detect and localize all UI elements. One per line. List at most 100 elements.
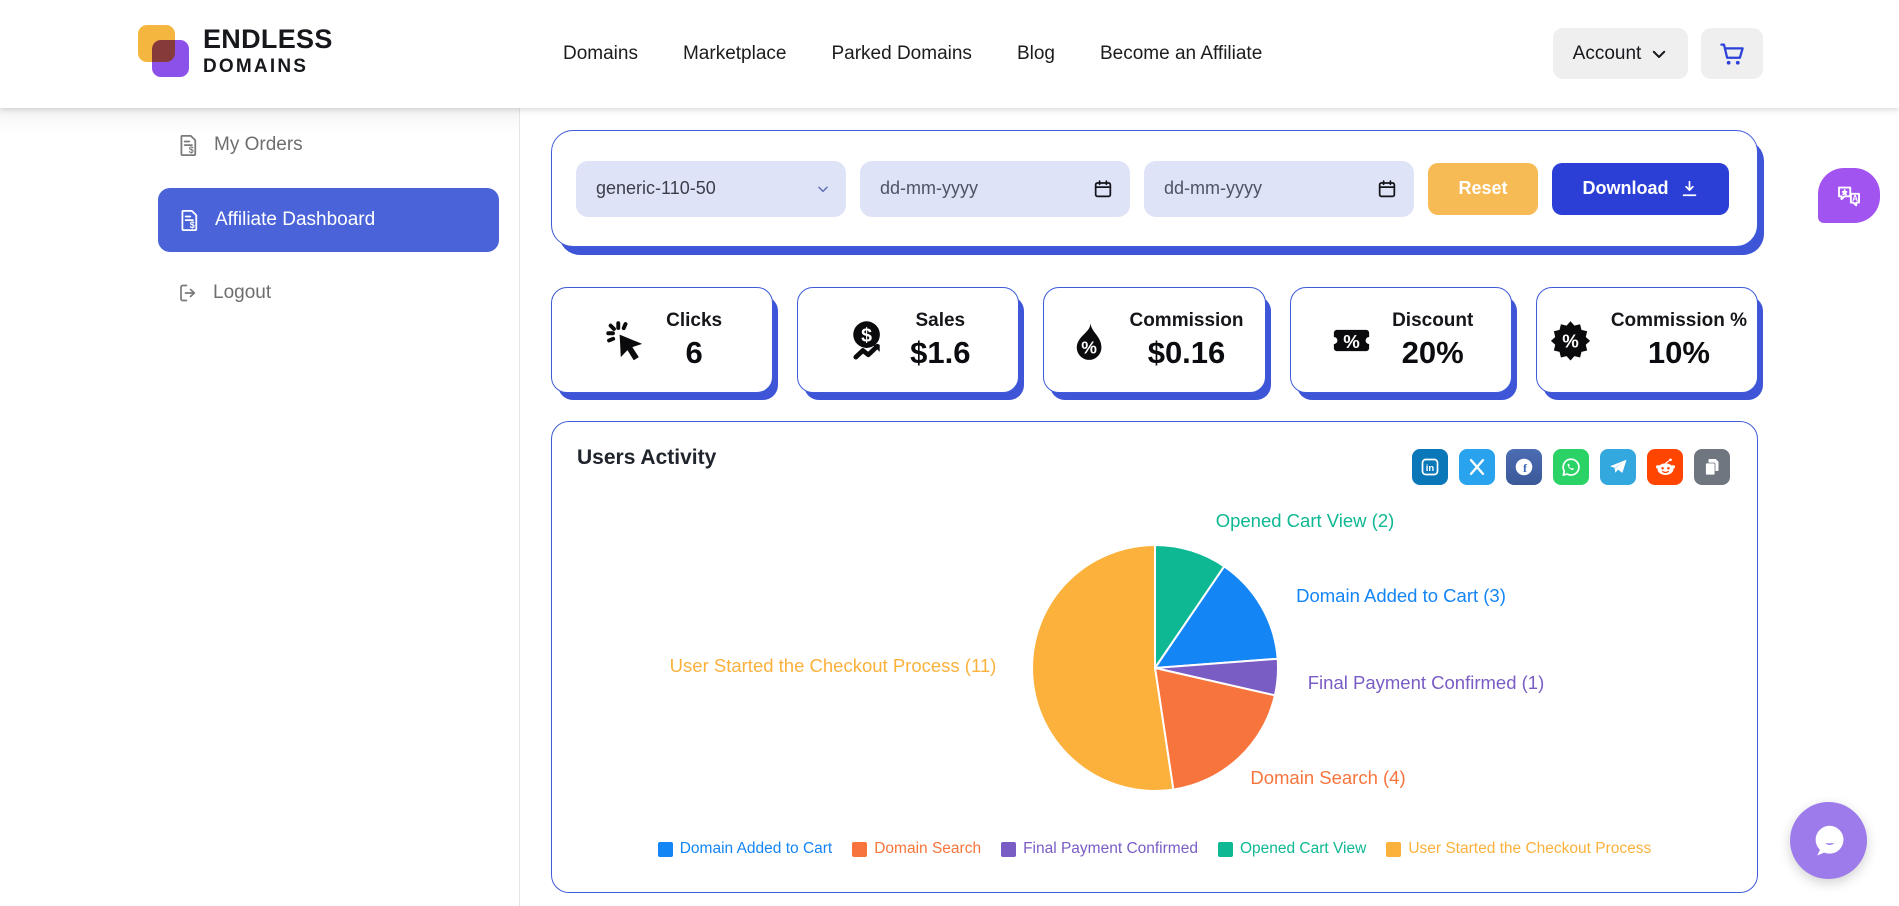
- pie-callout-label: Domain Added to Cart (3): [1296, 585, 1506, 606]
- legend-label: User Started the Checkout Process: [1408, 840, 1652, 857]
- facebook-icon: f: [1512, 455, 1536, 479]
- translate-icon: A: [1834, 181, 1864, 211]
- copy-icon: [1700, 455, 1724, 479]
- date-from-input[interactable]: [860, 160, 1130, 217]
- stats-row: Clicks 6 $ Sales $1.6 % Commission $0.: [551, 287, 1759, 393]
- logo-purple-square: [152, 40, 189, 77]
- calendar-icon[interactable]: [1092, 178, 1114, 205]
- nav-parked-domains[interactable]: Parked Domains: [831, 43, 972, 64]
- linkedin-icon: in: [1418, 455, 1442, 479]
- file-invoice-dollar-icon: $: [177, 208, 202, 233]
- stat-card-commission: % Commission $0.16: [1043, 287, 1266, 393]
- pie-slice-user-started-the-checkout-process[interactable]: [1031, 544, 1175, 792]
- ticket-percent-icon: %: [1328, 317, 1375, 364]
- date-to-input[interactable]: [1144, 160, 1414, 217]
- sidebar-item-affiliate-dashboard[interactable]: $ Affiliate Dashboard: [158, 188, 499, 252]
- sidebar-item-logout[interactable]: Logout: [176, 278, 271, 308]
- legend-swatch: [852, 841, 868, 857]
- nav-become-an-affiliate[interactable]: Become an Affiliate: [1099, 43, 1263, 64]
- stat-label: Commission: [1129, 309, 1244, 331]
- pie-slice-domain-added-to-cart[interactable]: [1154, 565, 1279, 669]
- facebook-share-button[interactable]: f: [1506, 449, 1542, 485]
- nav-domains[interactable]: Domains: [563, 43, 638, 64]
- coin-trend-icon: $: [846, 317, 893, 364]
- translate-button[interactable]: A: [1818, 168, 1880, 223]
- svg-text:%: %: [1343, 330, 1360, 351]
- pie-callout-label: Opened Cart View (2): [1215, 510, 1395, 531]
- chevron-down-icon: [816, 182, 830, 196]
- cart-button[interactable]: [1701, 28, 1763, 79]
- brand-line1: ENDLESS: [203, 24, 333, 54]
- legend-swatch: [1386, 841, 1402, 857]
- affiliate-code-value: generic-110-50: [596, 178, 716, 198]
- flame-percent-icon: %: [1065, 317, 1112, 364]
- users-activity-pie-chart: [1025, 538, 1285, 798]
- svg-text:A: A: [1852, 193, 1858, 202]
- stat-text: Commission $0.16: [1129, 310, 1243, 371]
- sidebar-item-label: Logout: [213, 282, 272, 303]
- svg-text:$: $: [189, 145, 194, 155]
- pie-callout-label: Final Payment Confirmed (1): [1307, 672, 1545, 693]
- logout-icon: [176, 281, 200, 305]
- stat-card-discount: % Discount 20%: [1289, 287, 1512, 393]
- whatsapp-share-button[interactable]: [1553, 449, 1589, 485]
- stat-value: 20%: [1401, 334, 1464, 370]
- legend-item[interactable]: User Started the Checkout Process: [1386, 840, 1651, 858]
- svg-text:f: f: [1523, 461, 1528, 475]
- legend-item[interactable]: Domain Added to Cart: [657, 840, 833, 858]
- linkedin-share-button[interactable]: in: [1412, 449, 1448, 485]
- legend-swatch: [1001, 841, 1017, 857]
- brand-line2: DOMAINS: [203, 56, 309, 77]
- legend-item[interactable]: Final Payment Confirmed: [1001, 840, 1198, 858]
- sidebar-item-my-orders[interactable]: $ My Orders: [176, 130, 303, 160]
- download-label: Download: [1582, 178, 1669, 198]
- calendar-icon[interactable]: [1376, 178, 1398, 205]
- x-icon: [1466, 456, 1488, 478]
- x-share-button[interactable]: [1459, 449, 1495, 485]
- legend-item[interactable]: Opened Cart View: [1217, 840, 1366, 858]
- date-from-wrap: [860, 160, 1130, 217]
- reddit-share-button[interactable]: [1647, 449, 1683, 485]
- legend-label: Domain Search: [874, 840, 982, 857]
- svg-text:$: $: [190, 220, 195, 230]
- brand-text: ENDLESS DOMAINS: [203, 24, 333, 77]
- stat-card-clicks: Clicks 6: [551, 287, 774, 393]
- stat-text: Clicks 6: [666, 310, 722, 371]
- brand-logo[interactable]: ENDLESS DOMAINS: [138, 22, 333, 80]
- chat-widget-button[interactable]: [1790, 802, 1867, 879]
- telegram-icon: [1606, 455, 1630, 479]
- copy-link-button[interactable]: [1694, 449, 1730, 485]
- legend-label: Domain Added to Cart: [679, 840, 833, 857]
- reddit-icon: [1653, 455, 1678, 480]
- stat-value: $0.16: [1147, 334, 1226, 370]
- stat-value: 6: [685, 334, 703, 370]
- date-to-wrap: [1144, 160, 1414, 217]
- reset-button[interactable]: Reset: [1428, 162, 1538, 215]
- main-nav: Domains Marketplace Parked Domains Blog …: [563, 0, 1262, 108]
- file-invoice-dollar-icon: $: [176, 133, 201, 158]
- download-icon: [1680, 179, 1699, 198]
- telegram-share-button[interactable]: [1600, 449, 1636, 485]
- download-button[interactable]: Download: [1552, 162, 1729, 215]
- stat-label: Discount: [1392, 309, 1474, 331]
- share-buttons: in f: [1412, 449, 1730, 485]
- stat-card-commission-percent: % Commission % 10%: [1535, 287, 1759, 393]
- legend-swatch: [657, 841, 673, 857]
- affiliate-code-select[interactable]: generic-110-50: [576, 160, 846, 217]
- pie-callout-label: Domain Search (4): [1250, 767, 1406, 788]
- chart-legend: Domain Added to Cart Domain Search Final P…: [552, 840, 1757, 858]
- legend-item[interactable]: Domain Search: [852, 840, 981, 858]
- badge-percent-icon: %: [1547, 317, 1594, 364]
- pie-slice-domain-search[interactable]: [1154, 667, 1276, 791]
- stat-text: Commission % 10%: [1611, 310, 1747, 371]
- nav-marketplace[interactable]: Marketplace: [682, 43, 787, 64]
- stat-label: Sales: [915, 309, 966, 331]
- chat-bubble-icon: [1807, 819, 1851, 863]
- users-activity-card: Users Activity in f: [551, 421, 1758, 893]
- account-button[interactable]: Account: [1553, 28, 1688, 79]
- users-activity-title: Users Activity: [577, 446, 717, 469]
- logo-mark-icon: [138, 22, 190, 80]
- svg-text:%: %: [1562, 330, 1579, 351]
- nav-blog[interactable]: Blog: [1016, 43, 1055, 64]
- header: ENDLESS DOMAINS Domains Marketplace Park…: [0, 0, 1899, 108]
